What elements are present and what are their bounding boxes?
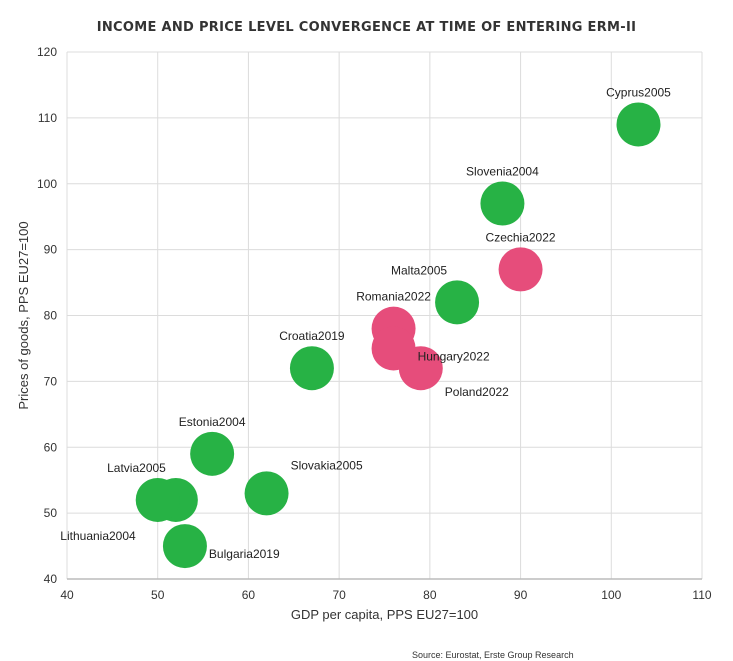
bubble-cyprus2005 bbox=[616, 102, 661, 147]
x-tick-label: 90 bbox=[514, 588, 528, 602]
bubble-poland2022 bbox=[398, 346, 443, 391]
y-tick-label: 40 bbox=[44, 572, 58, 586]
chart-title: INCOME AND PRICE LEVEL CONVERGENCE AT TI… bbox=[96, 20, 637, 35]
data-label: Croatia2019 bbox=[279, 329, 345, 343]
y-tick-label: 60 bbox=[44, 440, 58, 454]
source-note: Source: Eurostat, Erste Group Research bbox=[412, 650, 574, 660]
data-label: Poland2022 bbox=[445, 385, 509, 399]
bubble-slovenia2004 bbox=[480, 181, 525, 226]
x-axis-label: GDP per capita, PPS EU27=100 bbox=[291, 607, 478, 622]
data-label: Czechia2022 bbox=[486, 230, 556, 244]
x-tick-label: 40 bbox=[60, 588, 74, 602]
data-label: Romania2022 bbox=[356, 290, 431, 304]
x-tick-label: 100 bbox=[601, 588, 621, 602]
data-label: Cyprus2005 bbox=[606, 85, 671, 99]
bubble-slovakia2005 bbox=[244, 471, 289, 516]
data-label: Latvia2005 bbox=[107, 461, 166, 475]
y-tick-label: 110 bbox=[38, 111, 57, 125]
data-label: Hungary2022 bbox=[418, 349, 490, 363]
y-tick-label: 80 bbox=[44, 309, 58, 323]
data-label: Bulgaria2019 bbox=[209, 547, 280, 561]
bubble-malta2005 bbox=[435, 280, 480, 325]
y-tick-label: 90 bbox=[44, 243, 58, 257]
x-tick-label: 60 bbox=[242, 588, 256, 602]
bubble-croatia2019 bbox=[289, 346, 334, 391]
data-label: Estonia2004 bbox=[179, 415, 246, 429]
x-tick-label: 110 bbox=[692, 588, 711, 602]
data-label: Slovenia2004 bbox=[466, 165, 539, 179]
bubble-estonia2004 bbox=[190, 431, 235, 476]
data-label: Slovakia2005 bbox=[291, 458, 363, 472]
bubble-czechia2022 bbox=[498, 247, 543, 292]
x-tick-label: 70 bbox=[332, 588, 346, 602]
data-label: Malta2005 bbox=[391, 263, 447, 277]
x-tick-label: 80 bbox=[423, 588, 437, 602]
data-label: Lithuania2004 bbox=[60, 529, 136, 543]
x-tick-label: 50 bbox=[151, 588, 165, 602]
y-tick-label: 120 bbox=[37, 45, 57, 59]
y-tick-label: 100 bbox=[37, 177, 57, 191]
bubble-lithuania2004 bbox=[135, 477, 180, 522]
y-tick-label: 70 bbox=[44, 374, 58, 388]
y-tick-label: 50 bbox=[44, 506, 58, 520]
bubble-bulgaria2019 bbox=[162, 524, 207, 569]
y-axis-label: Prices of goods, PPS EU27=100 bbox=[16, 221, 31, 409]
